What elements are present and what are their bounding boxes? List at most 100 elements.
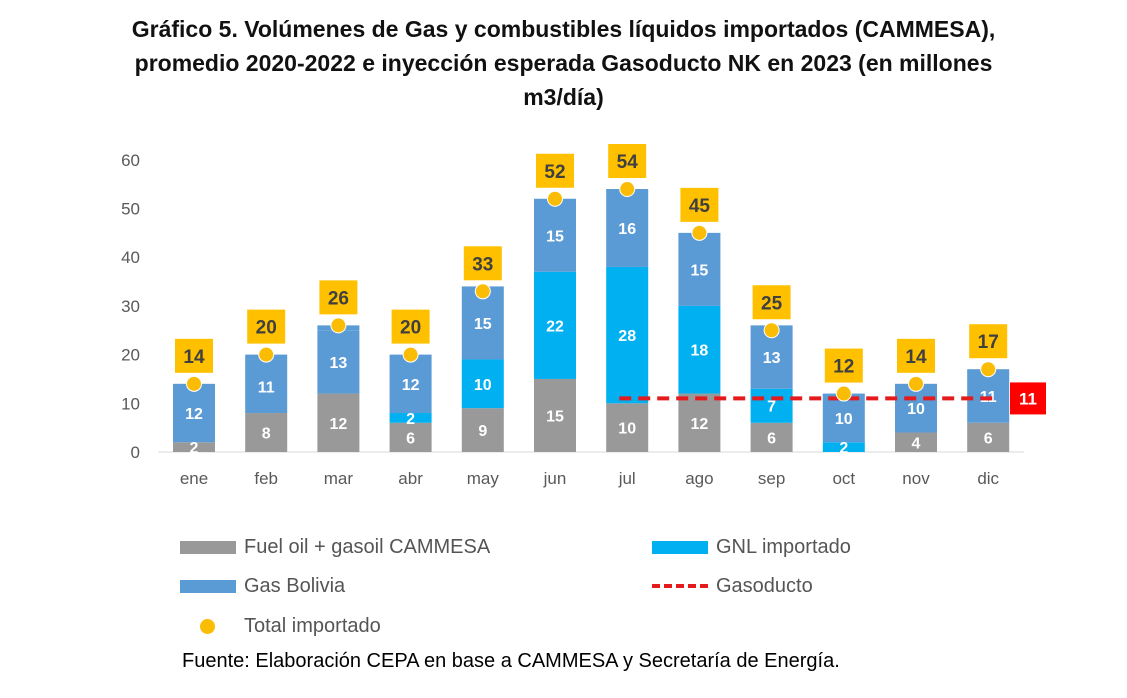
legend-swatch-gas-bolivia [180, 580, 236, 593]
bar-segment-fuel-oil [461, 408, 504, 452]
data-label: 11 [258, 379, 275, 396]
y-tick-label: 60 [121, 151, 140, 170]
data-label: 15 [546, 228, 564, 245]
x-tick-label: nov [902, 469, 930, 488]
data-label: 12 [402, 377, 420, 394]
x-tick-label: may [467, 469, 500, 488]
total-label: 14 [905, 347, 927, 368]
total-point [908, 375, 924, 392]
y-tick-label: 40 [121, 248, 140, 267]
bar-segment-fuel-oil [389, 422, 432, 452]
total-label-box [608, 144, 647, 179]
data-label: 16 [618, 221, 636, 238]
source-note: Fuente: Elaboración CEPA en base a CAMME… [182, 650, 840, 672]
total-point [763, 322, 780, 339]
total-label-box [752, 285, 791, 320]
total-label: 20 [400, 318, 421, 339]
x-tick-label: feb [254, 469, 278, 488]
data-label: 15 [474, 316, 492, 333]
data-label: 22 [546, 318, 564, 335]
bar-segment-gnl [606, 266, 649, 404]
total-label: 25 [761, 293, 783, 314]
total-point [980, 361, 997, 378]
x-tick-label: dic [977, 469, 999, 488]
data-label: 10 [907, 401, 925, 418]
x-tick-label: abr [398, 469, 423, 488]
chart-plot: 0 10 20 30 40 50 60 ene feb mar abr may jun jul ago se… [121, 144, 1046, 488]
gasoducto-value-box [1010, 382, 1046, 415]
total-label-box [897, 338, 935, 373]
data-label: 2 [406, 411, 415, 428]
total-point [835, 385, 852, 402]
total-label-box [463, 246, 502, 281]
bar-segment-gnl [534, 271, 576, 379]
data-label: 2 [190, 440, 199, 457]
x-tick-label: ene [180, 469, 208, 488]
bar-segment-gas-bolivia [245, 359, 288, 414]
data-label: 10 [474, 377, 492, 394]
data-label: 4 [912, 435, 921, 452]
gasoducto-value-label: 11 [1019, 389, 1037, 408]
total-label: 20 [256, 318, 277, 339]
chart-title: Gráfico 5. Volúmenes de Gas y combustibl… [40, 12, 1087, 114]
y-tick-label: 10 [121, 394, 140, 413]
bar-segment-fuel-oil [678, 393, 721, 452]
bar-segment-fuel-oil [245, 413, 288, 452]
data-label: 6 [406, 430, 415, 447]
bar-segment-gas-bolivia [317, 330, 360, 394]
title-line: Gráfico 5. Volúmenes de Gas y combustibl… [131, 16, 996, 42]
bar-segment-gas-bolivia [534, 198, 576, 272]
total-label-box [391, 309, 430, 344]
data-label: 18 [691, 343, 709, 360]
total-label: 52 [544, 162, 565, 183]
total-point [402, 346, 419, 363]
data-label: 13 [330, 355, 348, 372]
bar-segment-fuel-oil [967, 422, 1010, 452]
total-point [330, 317, 347, 334]
bar-segment-gas-bolivia [895, 383, 937, 433]
legend-swatch-gasoducto [652, 584, 708, 588]
data-label: 12 [330, 416, 348, 433]
legend-label: Total importado [244, 615, 381, 637]
x-tick-label: oct [832, 469, 855, 488]
x-tick-label: mar [324, 469, 354, 488]
bar-segment-fuel-oil [895, 432, 937, 452]
data-label: 8 [262, 426, 271, 443]
data-label: 15 [691, 262, 709, 279]
total-label: 33 [472, 254, 493, 275]
legend-label: Gasoducto [716, 575, 813, 597]
data-label: 6 [767, 430, 776, 447]
total-point [474, 283, 491, 300]
x-tick-label: jul [618, 469, 636, 488]
y-tick-label: 30 [121, 297, 140, 316]
total-label-box [175, 338, 213, 373]
bar-segment-fuel-oil [317, 393, 360, 452]
x-tick-label: jun [543, 469, 567, 488]
data-label: 15 [546, 408, 564, 425]
bar-segment-gas-bolivia [173, 383, 215, 443]
total-label-box [969, 324, 1008, 359]
data-label: 7 [767, 399, 776, 416]
total-point [619, 181, 636, 198]
total-label: 45 [689, 196, 711, 217]
total-label-box [319, 280, 358, 315]
bar-segment-gas-bolivia [606, 189, 649, 267]
x-tick-label: sep [758, 469, 785, 488]
data-label: 12 [691, 416, 709, 433]
title-line: m3/día) [523, 84, 604, 110]
bar-segment-gnl [750, 388, 793, 423]
y-tick-label: 50 [121, 200, 140, 219]
total-label: 14 [183, 347, 205, 368]
y-tick-label: 20 [121, 346, 140, 365]
data-label: 28 [618, 328, 636, 345]
bar-segment-fuel-oil [534, 378, 576, 452]
bar-segment-gas-bolivia [389, 354, 432, 414]
data-label: 9 [478, 423, 487, 440]
legend-swatch-fuel-oil [180, 541, 236, 554]
legend-label: Fuel oil + gasoil CAMMESA [244, 536, 491, 558]
total-label-box [247, 309, 286, 344]
data-label: 2 [839, 440, 848, 457]
y-tick-label: 0 [131, 443, 140, 462]
bar-segment-fuel-oil [750, 422, 793, 452]
total-label: 12 [833, 357, 854, 378]
